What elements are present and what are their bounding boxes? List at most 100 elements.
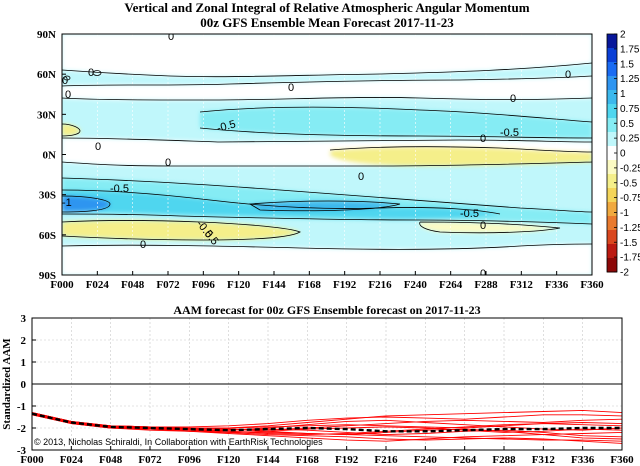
- positive-region-equator: [330, 146, 592, 166]
- colorbar-tick-label: 1: [620, 89, 626, 100]
- neutral-region-south: [62, 244, 592, 275]
- neutral-region-midnorth: [62, 76, 592, 100]
- contour-label: 0: [480, 133, 486, 145]
- contour-label: 0: [168, 31, 174, 43]
- y-tick-label: 3: [21, 313, 27, 325]
- contour-line: [329, 146, 592, 153]
- contour-label: -1: [62, 197, 72, 209]
- line-chart-horizontal-grid: [32, 339, 622, 429]
- x-tick-label: F336: [571, 454, 595, 466]
- contour-label: 0: [480, 220, 486, 232]
- x-tick-label: F048: [121, 279, 145, 291]
- contour-line: [62, 123, 81, 137]
- positive-region-south: [62, 220, 300, 240]
- contour-line: [62, 75, 592, 87]
- x-tick-label: F312: [510, 279, 534, 291]
- colorbar-swatch: [607, 104, 617, 119]
- colorbar-tick-label: 0.5: [620, 119, 634, 130]
- heatmap-vertical-grid: [97, 34, 557, 275]
- colorbar-tick-label: 1.5: [620, 59, 634, 70]
- contour-line: [419, 221, 561, 234]
- contour-line: [199, 127, 592, 139]
- x-tick-label: F072: [156, 279, 180, 291]
- y-tick-label: 1: [21, 357, 27, 369]
- colorbar-swatch: [607, 230, 617, 245]
- ensemble-mean-line: [32, 412, 622, 433]
- colorbar-swatch: [607, 160, 617, 175]
- contour-label: -0.5: [460, 208, 479, 220]
- line-chart-plot: © 2013, Nicholas Schiraldi, In Collabora…: [31, 317, 623, 451]
- heatmap-subtitle: 00z GFS Ensemble Mean Forecast 2017-11-2…: [200, 15, 454, 30]
- x-tick-label: F144: [256, 454, 280, 466]
- contour-label: 0: [62, 75, 68, 87]
- colorbar-swatch: [607, 188, 617, 203]
- x-tick-label: F096: [192, 279, 216, 291]
- contour-line: [199, 106, 592, 123]
- x-tick-label: F360: [610, 454, 634, 466]
- copyright-annotation: © 2013, Nicholas Schiraldi, In Collabora…: [34, 437, 323, 447]
- colorbar-tick-label: -2: [620, 268, 629, 279]
- heatmap-x-axis: F000 F024 F048 F072 F096 F120 F144 F168 F192 F216…: [50, 271, 604, 291]
- y-tick-label: 60S: [39, 230, 56, 242]
- colorbar-tick-label: -1.5: [620, 238, 638, 249]
- colorbar-swatch: [607, 146, 617, 161]
- colorbar-swatch: [607, 132, 617, 147]
- x-tick-label: F144: [262, 279, 286, 291]
- negative-region-north: [200, 107, 592, 138]
- contour-label: 0: [510, 93, 516, 105]
- contour-label: 0: [358, 171, 364, 183]
- x-tick-label: F024: [86, 279, 110, 291]
- heatmap-contours: [62, 62, 592, 250]
- negative-region-south-core: [62, 196, 110, 212]
- positive-region-south-east: [419, 222, 560, 233]
- x-tick-label: F216: [374, 454, 398, 466]
- contour-label: -0.5: [110, 183, 129, 195]
- colorbar-swatch: [607, 76, 617, 91]
- contour-label: 0: [65, 89, 71, 101]
- colorbar-tick-label: 0.25: [620, 134, 640, 145]
- colorbar-tick-label: 1.25: [620, 74, 640, 85]
- contour-line: [62, 62, 592, 78]
- contour-line: [62, 97, 592, 101]
- x-tick-label: F168: [296, 454, 320, 466]
- colorbar-swatch: [607, 174, 617, 189]
- colorbar-swatch: [607, 258, 617, 273]
- contour-line: [62, 161, 592, 167]
- x-tick-label: F120: [217, 454, 241, 466]
- line-chart-x-axis: F000 F024 F048 F072 F096 F120 F144 F168 F192 F216…: [20, 446, 634, 466]
- colorbar-tick-label: 0.75: [620, 104, 640, 115]
- line-chart-y-label: Standardized AAM: [1, 338, 13, 430]
- contour-line: [63, 75, 71, 81]
- x-tick-label: F096: [178, 454, 202, 466]
- colorbar-tick-label: -0.5: [620, 178, 638, 189]
- y-tick-label: 0: [21, 379, 27, 391]
- line-chart-series: [32, 409, 622, 444]
- heatmap-y-axis: 90N 60N 30N 0N 30S 60S 90S: [37, 29, 66, 282]
- colorbar-tick-label: -1.75: [620, 253, 640, 264]
- x-tick-label: F000: [20, 454, 44, 466]
- x-tick-label: F000: [50, 279, 74, 291]
- contour-line: [62, 220, 301, 241]
- colorbar-tick-label: -0.75: [620, 193, 640, 204]
- contour-label: 0: [480, 268, 486, 280]
- contour-line: [62, 213, 592, 225]
- contour-line: [248, 200, 401, 212]
- colorbar-tick-label: -1.25: [620, 223, 640, 234]
- y-tick-label: 30S: [39, 190, 56, 202]
- heatmap-plot: 0 0 0 0 0 0 0 0 0 0 0 0 -0.5 -0.5 -0.5 -…: [62, 31, 592, 280]
- colorbar-swatch: [607, 90, 617, 105]
- colorbar: 2 1.75 1.5 1.25 1 0.75 0.5 0.25 0 -0.25 -0.5 -0.75 -…: [606, 30, 640, 279]
- contour-line: [62, 243, 592, 250]
- x-tick-label: F336: [545, 279, 569, 291]
- contour-line: [92, 70, 102, 76]
- x-tick-label: F240: [404, 279, 428, 291]
- contour-line: [62, 195, 111, 213]
- colorbar-swatch: [607, 216, 617, 231]
- line-chart-title: AAM forecast for 00z GFS Ensemble foreca…: [173, 303, 480, 317]
- x-tick-label: F216: [368, 279, 392, 291]
- colorbar-swatch: [607, 118, 617, 133]
- y-tick-label: 90S: [39, 270, 56, 282]
- colorbar-tick-label: -0.25: [620, 163, 640, 174]
- colorbar-swatch: [607, 48, 617, 63]
- contour-label: 0: [565, 69, 571, 81]
